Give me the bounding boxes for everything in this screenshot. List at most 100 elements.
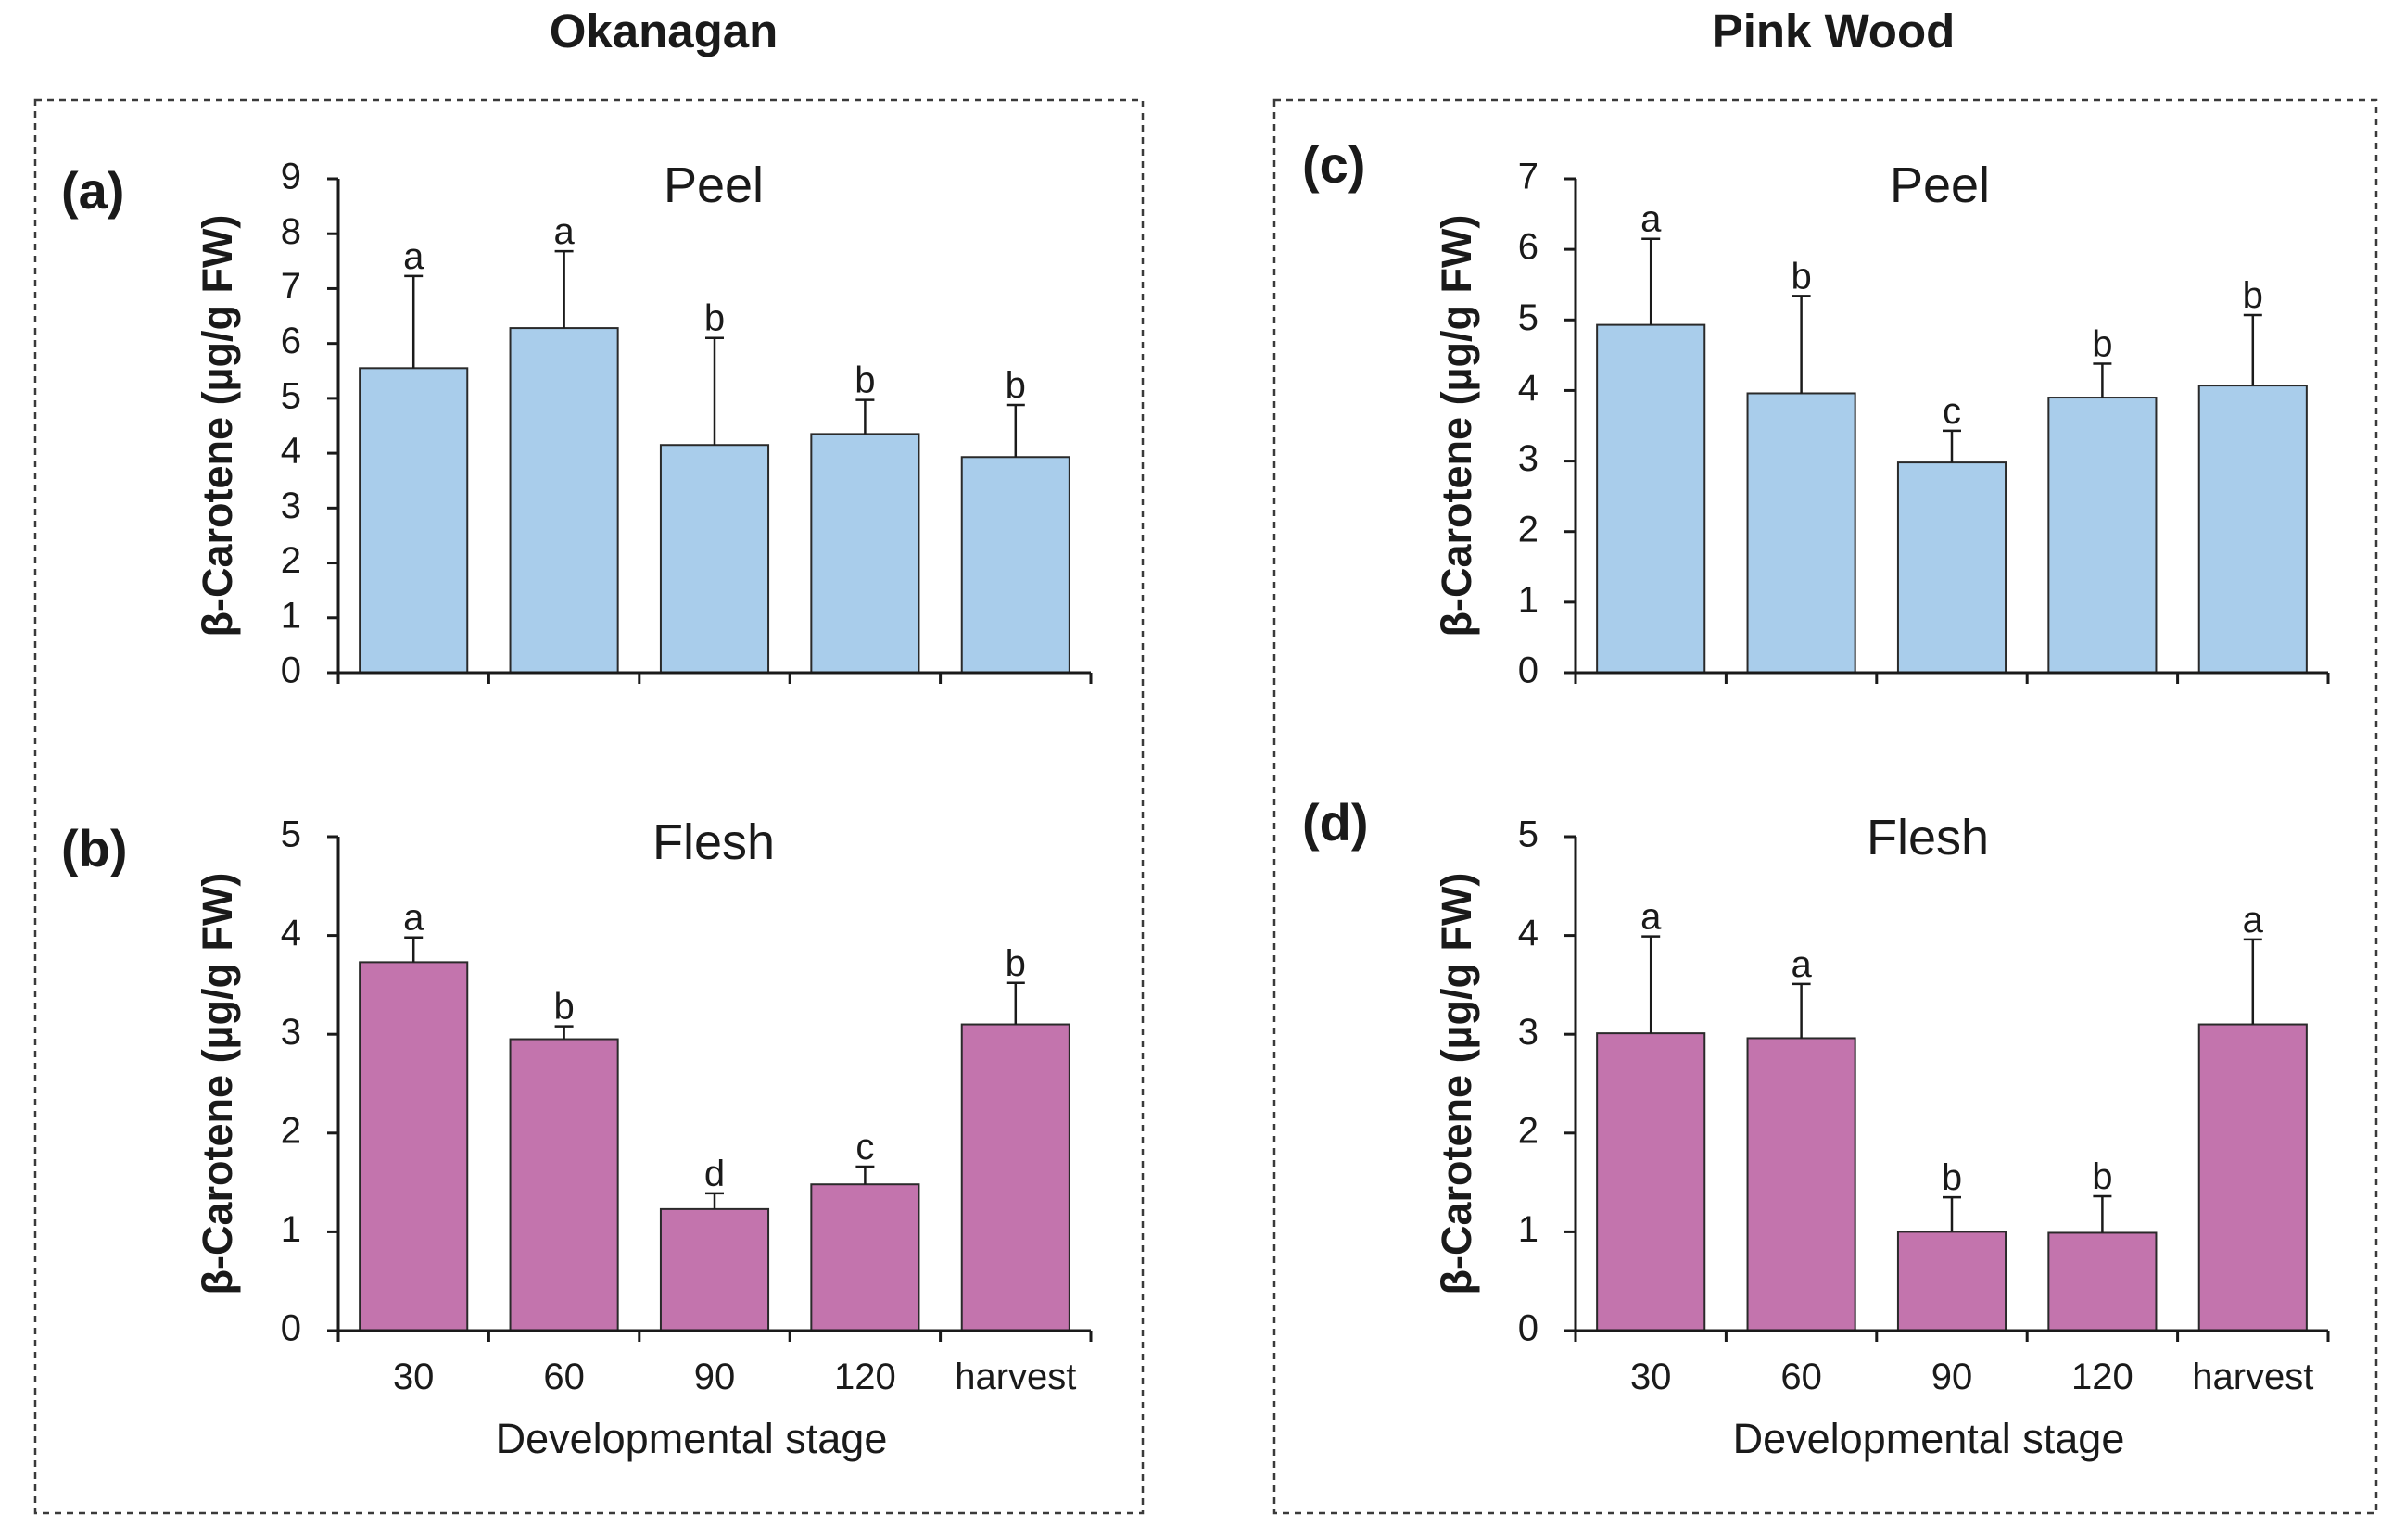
- x-axis-label: Developmental stage: [496, 1415, 888, 1462]
- y-axis-label: β-Carotene (µg/g FW): [194, 215, 241, 637]
- panel-a: (a) Peel a a b b b 0 1 2 3 4 5 6 7 8 9 β-Carotene (µg/g F…: [61, 157, 1093, 691]
- x-tick-label: 60: [543, 1357, 585, 1397]
- y-tick-label: 2: [1518, 509, 1538, 549]
- y-tick-label: 1: [281, 1209, 301, 1250]
- bar: [659, 1207, 770, 1332]
- bar: [810, 433, 920, 674]
- x-tick-label: harvest: [2192, 1357, 2313, 1397]
- significance-letter: b: [1006, 365, 1026, 406]
- significance-letter: a: [1640, 897, 1662, 938]
- panel-subtitle: Flesh: [652, 814, 775, 870]
- panel-letter: (b): [61, 819, 128, 877]
- y-tick-label: 6: [1518, 227, 1538, 268]
- y-tick-label: 3: [281, 1012, 301, 1053]
- bar: [1746, 392, 1856, 674]
- bar: [810, 1183, 920, 1332]
- panel-letter: (d): [1302, 793, 1369, 852]
- significance-letter: b: [2092, 323, 2112, 364]
- y-tick-label: 5: [1518, 814, 1538, 855]
- y-tick-label: 3: [1518, 1012, 1538, 1053]
- significance-letter: b: [1942, 1157, 1962, 1198]
- y-tick-label: 4: [1518, 913, 1538, 953]
- bar: [509, 1038, 619, 1332]
- bar: [359, 961, 469, 1332]
- significance-letter: c: [1943, 391, 1961, 432]
- panel-c: (c) Peel a b c b b 0 1 2 3 4 5 6 7 β-Carotene (µg/g FW): [1302, 135, 2330, 691]
- panel-subtitle: Peel: [1890, 158, 1990, 213]
- x-tick-label: 120: [834, 1357, 896, 1397]
- significance-letter: b: [1791, 256, 1811, 297]
- y-tick-label: 4: [281, 431, 301, 472]
- bar: [1596, 323, 1706, 674]
- significance-letter: b: [1006, 943, 1026, 984]
- x-tick-label: 30: [393, 1357, 435, 1397]
- y-tick-label: 0: [1518, 650, 1538, 691]
- chart-panels: (a) Peel a a b b b 0 1 2 3 4 5 6 7 8 9 β-Carotene (µg/g F…: [61, 135, 2330, 1462]
- y-tick-label: 1: [281, 595, 301, 636]
- y-tick-label: 1: [1518, 1209, 1538, 1250]
- y-tick-label: 0: [1518, 1308, 1538, 1349]
- y-tick-label: 3: [1518, 438, 1538, 479]
- significance-letter: b: [2243, 275, 2263, 316]
- y-tick-label: 4: [281, 913, 301, 953]
- bar: [1596, 1032, 1706, 1332]
- panel-b: (b) Flesh a b d c b 0 1 2 3 4 5 30 60 90 120 harvest β-Car…: [61, 814, 1093, 1462]
- y-tick-label: 6: [281, 321, 301, 361]
- x-tick-label: 30: [1630, 1357, 1672, 1397]
- significance-letter: b: [855, 360, 875, 401]
- y-tick-label: 7: [1518, 157, 1538, 197]
- x-axis-label: Developmental stage: [1733, 1415, 2125, 1462]
- significance-letter: c: [855, 1127, 874, 1168]
- bar: [2047, 1231, 2158, 1332]
- significance-letter: b: [2092, 1156, 2112, 1197]
- bar: [1896, 461, 2007, 675]
- significance-letter: a: [403, 236, 424, 277]
- panel-letter: (a): [61, 161, 124, 220]
- y-tick-label: 0: [281, 1308, 301, 1349]
- y-tick-label: 7: [281, 266, 301, 307]
- panel-d: (d) Flesh a a b b a 0 1 2 3 4 5 30 60 90 120 harvest β-Car…: [1302, 793, 2330, 1462]
- bar: [2047, 397, 2158, 674]
- bar: [659, 444, 770, 674]
- panel-letter: (c): [1302, 135, 1365, 194]
- significance-letter: b: [553, 987, 574, 1028]
- bar: [1896, 1231, 2007, 1332]
- group-frame-pink-wood: [1272, 98, 2378, 1515]
- x-tick-label: 90: [1931, 1357, 1973, 1397]
- significance-letter: d: [704, 1154, 725, 1194]
- y-tick-label: 8: [281, 211, 301, 252]
- y-tick-label: 4: [1518, 368, 1538, 409]
- y-axis-label: β-Carotene (µg/g FW): [1433, 873, 1480, 1295]
- y-axis-label: β-Carotene (µg/g FW): [1433, 215, 1480, 637]
- y-tick-label: 9: [281, 157, 301, 197]
- bar: [960, 1023, 1070, 1332]
- panel-subtitle: Peel: [664, 158, 764, 213]
- x-tick-label: harvest: [955, 1357, 1076, 1397]
- y-tick-label: 0: [281, 650, 301, 691]
- y-tick-label: 5: [281, 814, 301, 855]
- significance-letter: a: [2243, 900, 2264, 940]
- bar: [509, 327, 619, 674]
- group-frame-okanagan: [33, 98, 1145, 1515]
- x-tick-label: 60: [1780, 1357, 1822, 1397]
- y-tick-label: 3: [281, 486, 301, 526]
- significance-letter: a: [553, 211, 575, 252]
- bar: [1746, 1037, 1856, 1332]
- panel-subtitle: Flesh: [1867, 810, 1989, 865]
- y-tick-label: 2: [281, 540, 301, 581]
- y-tick-label: 5: [1518, 297, 1538, 338]
- bar: [2197, 1023, 2308, 1332]
- y-axis-label: β-Carotene (µg/g FW): [194, 873, 241, 1295]
- significance-letter: a: [403, 898, 424, 939]
- significance-letter: a: [1640, 199, 1662, 240]
- x-tick-label: 120: [2071, 1357, 2133, 1397]
- group-title-pink-wood: Pink Wood: [1712, 5, 1956, 57]
- bar: [960, 456, 1070, 674]
- group-title-okanagan: Okanagan: [550, 5, 779, 57]
- y-tick-label: 2: [281, 1110, 301, 1151]
- significance-letter: a: [1791, 944, 1812, 985]
- x-tick-label: 90: [694, 1357, 736, 1397]
- y-tick-label: 5: [281, 375, 301, 416]
- y-tick-label: 1: [1518, 579, 1538, 620]
